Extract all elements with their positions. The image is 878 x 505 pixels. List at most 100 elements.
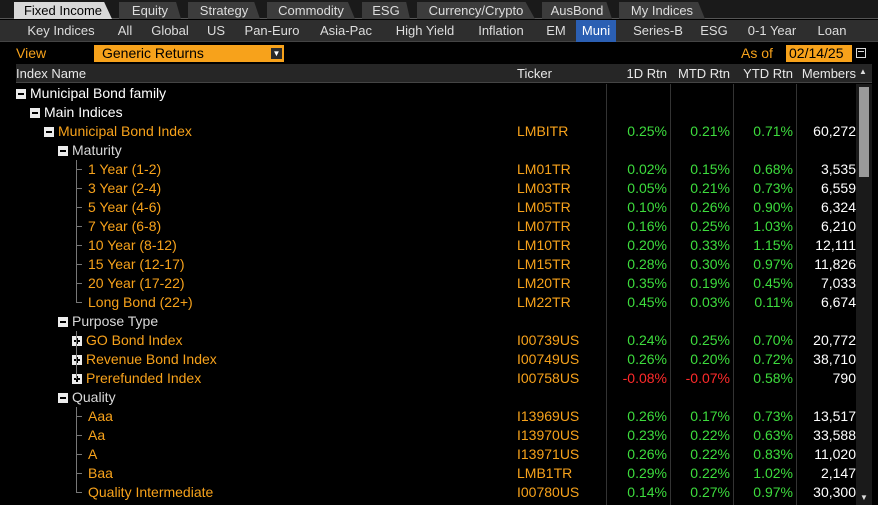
collapse-icon[interactable]	[30, 108, 40, 118]
calendar-icon[interactable]	[856, 48, 866, 58]
col-ticker[interactable]: Ticker	[517, 66, 552, 81]
table-row[interactable]: Aa I13970US 0.23% 0.22% 0.63% 33,588	[16, 426, 856, 445]
table-row[interactable]: Municipal Bond Index LMBITR 0.25% 0.21% 0.71…	[16, 122, 856, 141]
expand-icon[interactable]	[72, 336, 82, 346]
table-row[interactable]: Revenue Bond Index I00749US 0.26% 0.20% 0.72…	[16, 350, 856, 369]
ticker-cell[interactable]: LM22TR	[517, 294, 571, 310]
mtd-rtn-cell: 0.26%	[690, 199, 730, 215]
ticker-cell[interactable]: I13969US	[517, 408, 580, 424]
tab-equity[interactable]: Equity	[119, 2, 181, 19]
table-row[interactable]: 3 Year (2-4) LM03TR 0.05% 0.21% 0.73% 6,559	[16, 179, 856, 198]
subtab-muni[interactable]: Muni	[576, 20, 616, 42]
members-cell: 6,559	[820, 180, 856, 196]
ticker-cell[interactable]: I00739US	[517, 332, 580, 348]
scroll-thumb[interactable]	[859, 87, 869, 177]
scroll-up-icon[interactable]: ▲	[859, 67, 867, 76]
ticker-cell[interactable]: LM20TR	[517, 275, 571, 291]
col-mtd-rtn[interactable]: MTD Rtn	[678, 66, 730, 81]
ticker-cell[interactable]: I13970US	[517, 427, 580, 443]
table-row[interactable]: Baa LMB1TR 0.29% 0.22% 1.02% 2,147	[16, 464, 856, 483]
table-row[interactable]: Aaa I13969US 0.26% 0.17% 0.73% 13,517	[16, 407, 856, 426]
collapse-icon[interactable]	[58, 146, 68, 156]
subtab-inflation[interactable]: Inflation	[478, 23, 524, 38]
table-row[interactable]: Maturity	[16, 141, 856, 160]
subtab-asia-pac[interactable]: Asia-Pac	[319, 23, 373, 38]
subtab-all[interactable]: All	[117, 23, 133, 38]
tab-commodity[interactable]: Commodity	[267, 2, 355, 19]
subtab-em[interactable]: EM	[546, 23, 566, 38]
table-row[interactable]: A I13971US 0.26% 0.22% 0.83% 11,020	[16, 445, 856, 464]
vertical-scrollbar[interactable]: ▼	[856, 84, 872, 505]
ticker-cell[interactable]: I13971US	[517, 446, 580, 462]
table-row[interactable]: 7 Year (6-8) LM07TR 0.16% 0.25% 1.03% 6,210	[16, 217, 856, 236]
ticker-cell[interactable]: I00780US	[517, 484, 580, 500]
col-1d-rtn[interactable]: 1D Rtn	[626, 66, 667, 81]
ticker-cell[interactable]: LM15TR	[517, 256, 571, 272]
ticker-cell[interactable]: I00749US	[517, 351, 580, 367]
table-row[interactable]: Main Indices	[16, 103, 856, 122]
table-row[interactable]: Municipal Bond family	[16, 84, 856, 103]
ticker-cell[interactable]: LM10TR	[517, 237, 571, 253]
subtab-pan-euro[interactable]: Pan-Euro	[244, 23, 300, 38]
subtab-global[interactable]: Global	[151, 23, 189, 38]
table-row[interactable]: Quality	[16, 388, 856, 407]
members-cell: 6,674	[820, 294, 856, 310]
table-row[interactable]: Quality Intermediate I00780US 0.14% 0.27% 0.…	[16, 483, 856, 502]
table-row[interactable]: Long Bond (22+) LM22TR 0.45% 0.03% 0.11% 6,67…	[16, 293, 856, 312]
ticker-cell[interactable]: I00758US	[517, 370, 580, 386]
subtab-us[interactable]: US	[206, 23, 226, 38]
table-row[interactable]: 15 Year (12-17) LM15TR 0.28% 0.30% 0.97% 11,8…	[16, 255, 856, 274]
members-cell: 38,710	[813, 351, 856, 367]
members-cell: 790	[832, 370, 856, 386]
tab-fixed-income[interactable]: Fixed Income	[14, 2, 112, 19]
index-name-cell: Long Bond (22+)	[88, 294, 193, 310]
ticker-cell[interactable]: LM05TR	[517, 199, 571, 215]
tab-my-indices[interactable]: My Indices	[619, 2, 705, 19]
col-index-name[interactable]: Index Name	[16, 66, 87, 81]
asof-date-input[interactable]: 02/14/25	[786, 45, 852, 62]
table-row[interactable]: 1 Year (1-2) LM01TR 0.02% 0.15% 0.68% 3,535	[16, 160, 856, 179]
subtab-key-indices[interactable]: Key Indices	[27, 23, 95, 38]
ticker-cell[interactable]: LM03TR	[517, 180, 571, 196]
table-row[interactable]: 5 Year (4-6) LM05TR 0.10% 0.26% 0.90% 6,324	[16, 198, 856, 217]
tab-esg[interactable]: ESG	[362, 2, 410, 19]
expand-icon[interactable]	[72, 355, 82, 365]
ticker-cell[interactable]: LM07TR	[517, 218, 571, 234]
ytd-rtn-cell: 0.45%	[753, 275, 793, 291]
index-name-label: Municipal Bond family	[30, 85, 167, 101]
tree-connector	[76, 226, 82, 227]
subtab-high-yield[interactable]: High Yield	[395, 23, 455, 38]
table-row[interactable]: 20 Year (17-22) LM20TR 0.35% 0.19% 0.45% 7,03…	[16, 274, 856, 293]
index-name-cell: 7 Year (6-8)	[88, 218, 161, 234]
members-cell: 7,033	[820, 275, 856, 291]
ytd-rtn-cell: 0.97%	[753, 256, 793, 272]
col-members[interactable]: Members	[801, 66, 856, 81]
subtab-loan[interactable]: Loan	[817, 23, 847, 38]
subtab-esg[interactable]: ESG	[700, 23, 728, 38]
tab-strategy[interactable]: Strategy	[188, 2, 260, 19]
table-row[interactable]: GO Bond Index I00739US 0.24% 0.25% 0.70% 20,7…	[16, 331, 856, 350]
scroll-down-icon[interactable]: ▼	[860, 493, 868, 502]
ticker-cell[interactable]: LMB1TR	[517, 465, 573, 481]
collapse-icon[interactable]	[44, 127, 54, 137]
tab-ausbond[interactable]: AusBond	[542, 2, 612, 19]
table-row[interactable]: 10 Year (8-12) LM10TR 0.20% 0.33% 1.15% 12,11…	[16, 236, 856, 255]
tree-connector	[76, 188, 82, 189]
expand-icon[interactable]	[72, 374, 82, 384]
collapse-icon[interactable]	[58, 393, 68, 403]
index-name-cell: GO Bond Index	[72, 332, 183, 348]
ticker-cell[interactable]: LMBITR	[517, 123, 569, 139]
ticker-cell[interactable]: LM01TR	[517, 161, 571, 177]
col-ytd-rtn[interactable]: YTD Rtn	[743, 66, 793, 81]
index-name-label: Aa	[88, 427, 106, 443]
collapse-icon[interactable]	[58, 317, 68, 327]
view-select[interactable]: Generic Returns ▼	[94, 45, 284, 62]
table-row[interactable]: Prerefunded Index I00758US -0.08% -0.07% 0.5…	[16, 369, 856, 388]
tab-currency-crypto[interactable]: Currency/Crypto	[417, 2, 535, 19]
subtab-0-1-year[interactable]: 0-1 Year	[747, 23, 797, 38]
index-name-label: Main Indices	[44, 104, 123, 120]
table-row[interactable]: Purpose Type	[16, 312, 856, 331]
subtab-series-b[interactable]: Series-B	[633, 23, 683, 38]
chevron-down-icon[interactable]: ▼	[271, 48, 282, 59]
collapse-icon[interactable]	[16, 89, 26, 99]
